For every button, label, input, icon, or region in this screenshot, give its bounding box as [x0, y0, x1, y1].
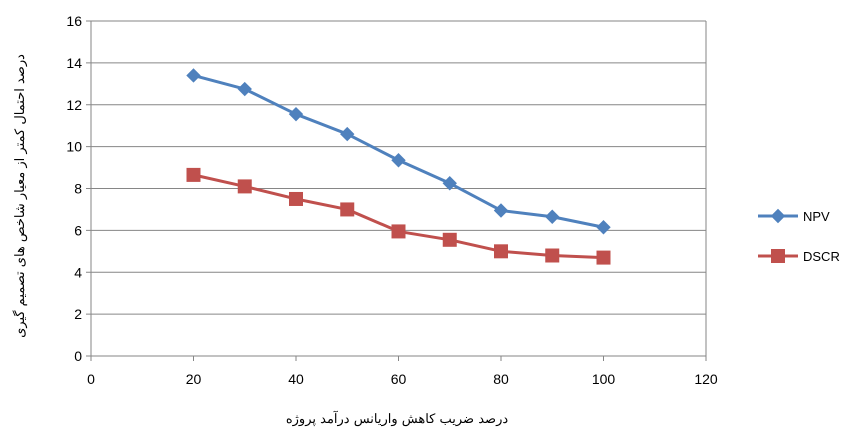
- legend-item-dscr: DSCR: [758, 249, 840, 264]
- data-point-npv: [237, 81, 252, 97]
- data-point-dscr: [596, 250, 611, 265]
- series-dscr: [186, 167, 611, 265]
- data-point-npv: [391, 153, 406, 168]
- data-point-npv: [545, 209, 560, 224]
- data-point-dscr: [442, 232, 457, 247]
- data-point-dscr: [186, 167, 201, 182]
- y-tick-labels: 0 2 4 6 8 10 12 14 16: [66, 13, 82, 364]
- legend-label-dscr: DSCR: [803, 249, 840, 264]
- y-tick-label: 12: [66, 97, 82, 113]
- x-tick-label: 80: [493, 371, 509, 387]
- data-point-npv: [442, 176, 457, 191]
- data-point-npv: [288, 106, 304, 122]
- legend-item-npv: NPV: [758, 208, 830, 224]
- x-tick-label: 100: [592, 371, 616, 387]
- data-point-dscr: [545, 248, 560, 263]
- y-tick-label: 6: [74, 222, 82, 238]
- data-point-npv: [596, 220, 611, 235]
- y-tick-label: 16: [66, 13, 82, 29]
- legend-marker-dscr: [771, 249, 785, 263]
- x-tick-label: 40: [288, 371, 304, 387]
- series-group: [186, 68, 611, 265]
- x-tick-label: 0: [87, 371, 95, 387]
- y-tick-label: 0: [74, 348, 82, 364]
- data-point-dscr: [340, 202, 355, 217]
- x-tick-label: 20: [186, 371, 202, 387]
- gridlines: [91, 20, 706, 315]
- x-tick-label: 60: [391, 371, 407, 387]
- legend: NPV DSCR: [758, 208, 840, 264]
- y-tick-label: 2: [74, 306, 82, 322]
- y-tick-label: 4: [74, 264, 82, 280]
- series-line-npv: [193, 73, 604, 229]
- x-tick-label: 120: [694, 371, 718, 387]
- legend-label-npv: NPV: [803, 209, 830, 224]
- y-axis-title: درصد احتمال کمتر از معیار شاخص های تصمیم…: [12, 54, 28, 338]
- data-point-dscr: [289, 191, 303, 206]
- y-tick-label: 14: [66, 55, 82, 71]
- legend-marker-npv: [770, 208, 786, 224]
- series-npv: [186, 68, 611, 235]
- data-point-npv: [340, 126, 355, 142]
- y-tick-label: 8: [74, 181, 82, 197]
- data-point-npv: [186, 68, 201, 83]
- data-point-dscr: [494, 244, 508, 259]
- x-tick-labels: 0 20 40 60 80 100 120: [87, 371, 718, 387]
- y-tick-label: 10: [66, 139, 82, 155]
- data-point-npv: [493, 203, 509, 218]
- x-axis-title: درصد ضریب کاهش واریانس درآمد پروژه: [286, 410, 509, 427]
- axes: [86, 20, 707, 361]
- data-point-dscr: [391, 224, 406, 239]
- data-point-dscr: [237, 179, 252, 194]
